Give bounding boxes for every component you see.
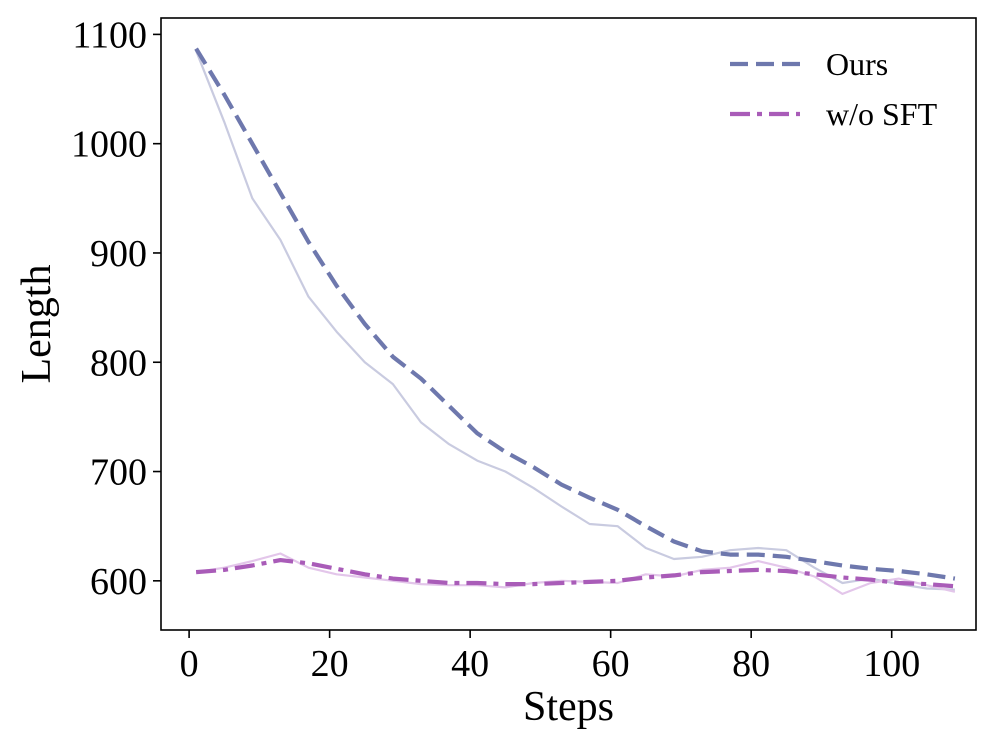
y-tick-label: 1100 <box>72 14 147 56</box>
smoothed-series-group <box>194 47 956 589</box>
y-axis-label: Length <box>14 265 60 384</box>
series-raw-line-w-o-sft <box>195 552 956 596</box>
series-line-w-o-sft <box>195 557 956 589</box>
y-tick-label: 800 <box>90 342 147 384</box>
legend: Ours w/o SFT <box>730 46 938 132</box>
y-tick-label: 700 <box>90 452 147 494</box>
x-tick-label: 60 <box>592 643 630 685</box>
legend-label-ours: Ours <box>826 46 888 82</box>
y-tick-label: 600 <box>90 561 147 603</box>
series-line-ours <box>194 47 956 581</box>
x-axis: 0 20 40 60 80 100 <box>180 630 920 685</box>
x-tick-label: 100 <box>863 643 920 685</box>
y-axis: 600 700 800 900 1000 1100 <box>71 14 161 603</box>
raw-series-group <box>195 50 956 596</box>
x-tick-label: 40 <box>451 643 489 685</box>
x-tick-label: 0 <box>180 643 199 685</box>
x-tick-label: 20 <box>311 643 349 685</box>
y-tick-label: 1000 <box>71 124 147 166</box>
plot-frame <box>160 17 977 631</box>
y-tick-label: 900 <box>90 233 147 275</box>
x-axis-label: Steps <box>523 684 614 730</box>
legend-label-w-o-sft: w/o SFT <box>826 96 938 132</box>
x-tick-label: 80 <box>732 643 770 685</box>
